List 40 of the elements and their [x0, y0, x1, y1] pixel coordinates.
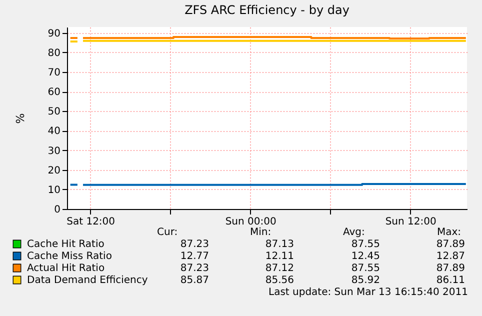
y-tick-label: 70: [48, 68, 60, 79]
legend-label: Data Demand Efficiency: [27, 275, 148, 286]
text: 87.89: [436, 239, 465, 250]
x-tick-label: Sun 12:00: [385, 216, 436, 228]
y-axis-title: %: [14, 113, 27, 124]
text: 87.23: [180, 239, 209, 250]
text: 87.55: [351, 263, 380, 274]
legend-label: Cache Miss Ratio: [27, 251, 112, 262]
x-tick-label: Sat 12:00: [66, 216, 116, 228]
x-tick-label: Sun 00:00: [225, 216, 276, 228]
y-tick-label: 60: [48, 87, 60, 98]
text: 87.12: [265, 263, 294, 274]
text: 85.92: [351, 275, 380, 286]
chart-title: ZFS ARC Efficiency - by day: [184, 3, 350, 17]
y-tick-label: 30: [48, 146, 60, 157]
text: 86.11: [436, 275, 465, 286]
y-tick-label: 0: [54, 204, 60, 216]
y-tick-label: 50: [48, 106, 60, 118]
y-tick-label: 20: [48, 165, 60, 176]
text: 12.45: [351, 251, 380, 262]
text: 85.56: [265, 275, 294, 286]
text: 12.77: [180, 251, 209, 262]
text: Cur:: [157, 227, 178, 238]
text: 85.87: [180, 275, 209, 286]
legend-label: Cache Hit Ratio: [27, 239, 104, 250]
text: Last update: Sun Mar 13 16:15:40 2011: [268, 287, 468, 298]
y-tick-label: 90: [48, 28, 60, 40]
text: 87.13: [265, 239, 294, 250]
text: 87.23: [180, 263, 209, 274]
text: Min:: [250, 227, 272, 238]
text: 87.55: [351, 239, 380, 250]
y-tick-label: 10: [48, 184, 60, 196]
text: 87.89: [436, 263, 465, 274]
y-tick-label: 40: [48, 126, 60, 138]
text: Avg:: [343, 227, 365, 238]
text: 12.11: [265, 251, 294, 262]
text: Max:: [437, 227, 462, 238]
legend-label: Actual Hit Ratio: [27, 263, 105, 274]
text: 12.87: [436, 251, 465, 262]
y-tick-label: 80: [48, 48, 60, 59]
